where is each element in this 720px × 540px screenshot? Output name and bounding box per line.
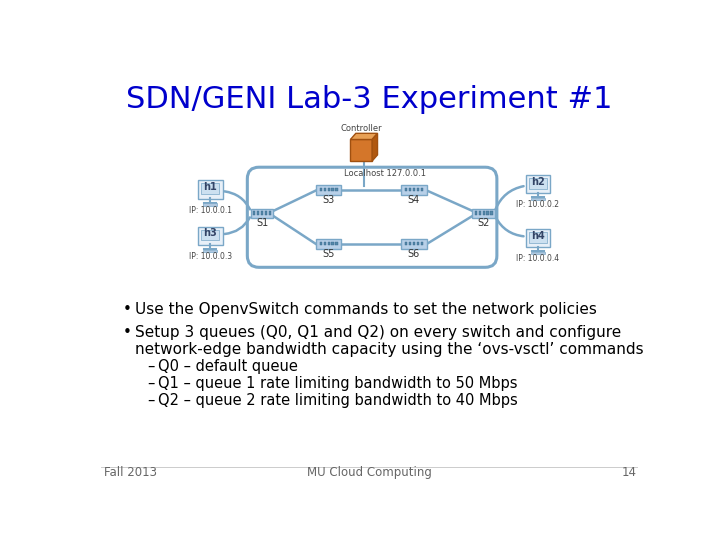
Text: Localhost 127.0.0.1: Localhost 127.0.0.1 [343, 169, 426, 178]
Bar [261, 212, 264, 214]
Text: IP: 10.0.0.4: IP: 10.0.0.4 [516, 254, 559, 264]
Bar [417, 242, 419, 245]
Text: S6: S6 [408, 249, 420, 259]
Text: h4: h4 [531, 231, 545, 241]
Bar [490, 212, 492, 214]
Bar [320, 188, 322, 192]
Text: Use the OpenvSwitch commands to set the network policies: Use the OpenvSwitch commands to set the … [135, 302, 597, 317]
Bar [253, 212, 256, 214]
Bar [328, 188, 330, 192]
FancyBboxPatch shape [201, 230, 220, 240]
Text: –: – [148, 376, 155, 391]
Text: SDN/GENI Lab-3 Experiment #1: SDN/GENI Lab-3 Experiment #1 [126, 85, 612, 114]
FancyBboxPatch shape [526, 175, 550, 193]
FancyBboxPatch shape [526, 229, 550, 247]
FancyBboxPatch shape [248, 167, 497, 267]
FancyBboxPatch shape [316, 185, 341, 195]
Bar [487, 212, 489, 214]
Text: h1: h1 [203, 182, 217, 192]
Polygon shape [372, 133, 377, 161]
Bar [479, 212, 481, 214]
Bar [531, 198, 545, 200]
Bar [409, 242, 411, 245]
Bar [257, 212, 259, 214]
Bar [405, 188, 408, 192]
Bar [203, 249, 217, 252]
FancyBboxPatch shape [401, 185, 427, 195]
Bar [269, 212, 271, 214]
Bar [420, 188, 423, 192]
Bar [417, 188, 419, 192]
FancyBboxPatch shape [316, 239, 341, 249]
Text: S2: S2 [477, 218, 490, 228]
Bar [331, 242, 334, 245]
Text: •: • [122, 302, 132, 317]
Text: Q1 – queue 1 rate limiting bandwidth to 50 Mbps: Q1 – queue 1 rate limiting bandwidth to … [158, 376, 518, 391]
FancyBboxPatch shape [351, 139, 372, 161]
Bar [328, 242, 330, 245]
FancyBboxPatch shape [401, 239, 427, 249]
FancyBboxPatch shape [198, 180, 222, 199]
FancyBboxPatch shape [198, 226, 222, 245]
Bar [265, 212, 267, 214]
Text: –: – [148, 359, 155, 374]
Text: Setup 3 queues (Q0, Q1 and Q2) on every switch and configure
network-edge bandwi: Setup 3 queues (Q0, Q1 and Q2) on every … [135, 325, 644, 357]
Text: S3: S3 [323, 195, 335, 205]
FancyBboxPatch shape [528, 232, 547, 242]
Text: Fall 2013: Fall 2013 [104, 467, 157, 480]
Text: –: – [148, 393, 155, 408]
Bar [482, 212, 485, 214]
Text: •: • [122, 325, 132, 340]
Bar [324, 242, 326, 245]
Text: Q0 – default queue: Q0 – default queue [158, 359, 298, 374]
Text: h2: h2 [531, 177, 545, 187]
Bar [331, 188, 334, 192]
Bar [409, 188, 411, 192]
Text: h3: h3 [203, 228, 217, 239]
FancyBboxPatch shape [472, 209, 495, 218]
Bar [336, 242, 338, 245]
Text: Controller: Controller [341, 124, 382, 133]
Text: Q2 – queue 2 rate limiting bandwidth to 40 Mbps: Q2 – queue 2 rate limiting bandwidth to … [158, 393, 518, 408]
Text: IP: 10.0.0.1: IP: 10.0.0.1 [189, 206, 232, 215]
Text: MU Cloud Computing: MU Cloud Computing [307, 467, 431, 480]
Bar [531, 252, 545, 254]
Text: IP: 10.0.0.3: IP: 10.0.0.3 [189, 252, 232, 261]
Bar [324, 188, 326, 192]
FancyBboxPatch shape [251, 209, 274, 218]
Text: S1: S1 [256, 218, 268, 228]
Bar [203, 204, 217, 206]
Text: S5: S5 [323, 249, 335, 259]
Text: 14: 14 [621, 467, 636, 480]
Text: IP: 10.0.0.2: IP: 10.0.0.2 [516, 200, 559, 210]
Text: S4: S4 [408, 195, 420, 205]
Bar [336, 188, 338, 192]
Bar [413, 188, 415, 192]
FancyBboxPatch shape [528, 178, 547, 189]
Bar [474, 212, 477, 214]
FancyBboxPatch shape [201, 184, 220, 194]
Bar [405, 242, 408, 245]
Bar [320, 242, 322, 245]
Polygon shape [351, 133, 377, 139]
Bar [420, 242, 423, 245]
Bar [413, 242, 415, 245]
